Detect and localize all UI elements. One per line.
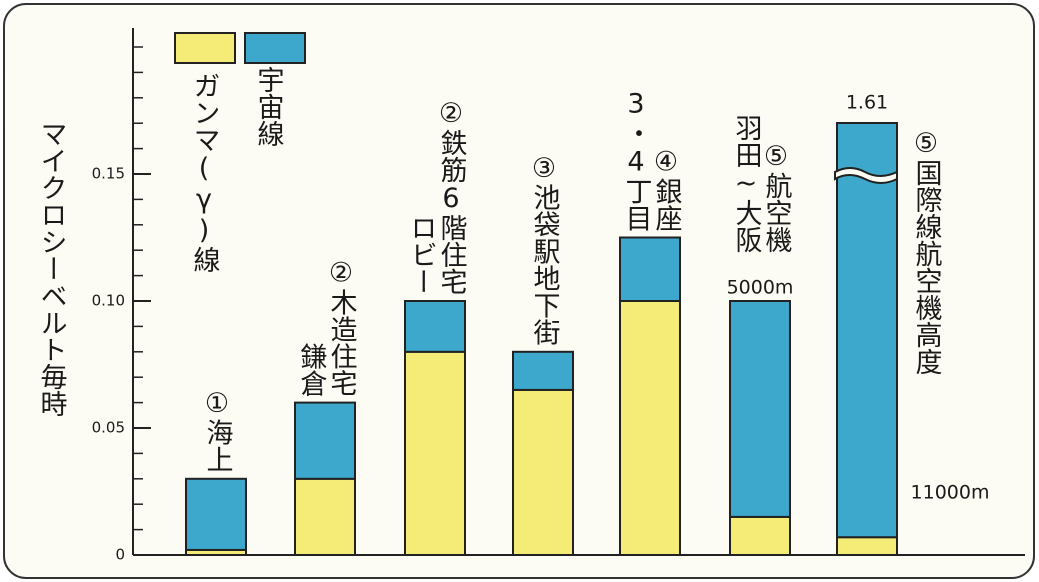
category-label: ⑤国際線航空機高度 bbox=[911, 128, 943, 375]
legend-label: ガンマ(γ)線 bbox=[189, 72, 221, 273]
bar-segment bbox=[836, 536, 898, 556]
bar-segment bbox=[404, 300, 466, 353]
y-tick-label: 0.05 bbox=[92, 419, 125, 437]
bar-segment bbox=[404, 350, 466, 556]
bar-segment bbox=[619, 236, 681, 302]
bar-segment bbox=[836, 122, 898, 539]
category-label: ④銀座 bbox=[651, 147, 683, 232]
annotation: 5000m bbox=[727, 277, 794, 299]
category-label: 3・4丁目 bbox=[621, 89, 652, 232]
category-label: ⑤航空機 bbox=[761, 141, 793, 253]
legend-swatch bbox=[244, 32, 306, 64]
legend-swatch bbox=[174, 32, 236, 64]
annotation: 11000m bbox=[911, 482, 990, 504]
bar-segment bbox=[512, 350, 574, 391]
bar-segment bbox=[512, 388, 574, 556]
category-label: ロビー bbox=[406, 214, 437, 295]
y-axis-label: マイクロシーベルト毎時 bbox=[36, 120, 67, 417]
category-label: ②鉄筋6階住宅 bbox=[436, 98, 468, 295]
legend-label: 宇宙線 bbox=[253, 66, 285, 147]
bar-segment bbox=[729, 300, 791, 518]
bar-segment bbox=[185, 477, 247, 551]
bar-segment bbox=[294, 477, 356, 556]
category-label: ③池袋駅地下街 bbox=[529, 153, 561, 346]
bar-segment bbox=[619, 300, 681, 556]
category-label: 鎌倉 bbox=[296, 342, 328, 396]
category-label: 羽田~大阪 bbox=[731, 114, 763, 253]
annotation: 1.61 bbox=[846, 92, 888, 114]
y-tick-label: 0.15 bbox=[92, 165, 125, 183]
bar-segment bbox=[294, 401, 356, 480]
category-label: ②木造住宅 bbox=[326, 258, 358, 397]
y-tick-label: 0 bbox=[115, 546, 125, 564]
category-label: ①海上 bbox=[202, 388, 233, 473]
axis-break bbox=[834, 167, 898, 184]
y-tick-label: 0.10 bbox=[92, 292, 125, 310]
bar-segment bbox=[729, 515, 791, 557]
